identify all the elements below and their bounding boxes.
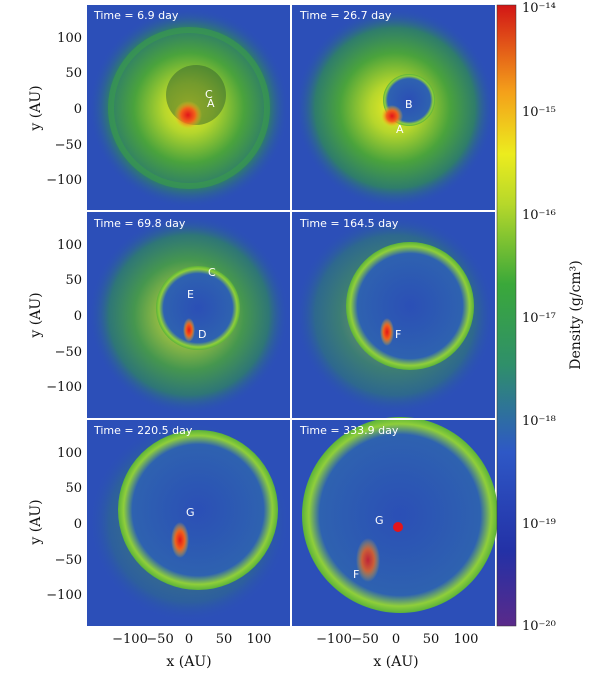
colorbar-tick: 10⁻¹⁹	[522, 517, 556, 532]
x-tick: −100	[112, 632, 148, 647]
x-tick: −50	[146, 632, 173, 647]
y-axis-title: y (AU)	[28, 85, 44, 131]
y-axis-title: y (AU)	[28, 292, 44, 338]
y-tick: 50	[65, 481, 82, 496]
marker-b: B	[405, 98, 413, 111]
colorbar-tick: 10⁻¹⁶	[522, 208, 556, 223]
time-label: Time = 220.5 day	[93, 424, 193, 437]
x-tick: 50	[216, 632, 233, 647]
y-tick: 100	[57, 238, 82, 253]
y-tick: −100	[46, 173, 82, 188]
x-tick: −50	[351, 632, 378, 647]
marker-c: C	[205, 88, 213, 101]
colorbar-tick: 10⁻²⁰	[522, 619, 556, 634]
y-tick: 100	[57, 31, 82, 46]
y-tick: 50	[65, 66, 82, 81]
time-label: Time = 333.9 day	[299, 424, 399, 437]
colorbar-tick: 10⁻¹⁸	[522, 414, 556, 429]
marker-d: D	[198, 328, 206, 341]
y-tick: 0	[74, 102, 82, 117]
y-tick: −100	[46, 380, 82, 395]
colorbar-title: Density (g/cm³)	[568, 260, 584, 370]
x-tick: 0	[185, 632, 193, 647]
panel-164-5-day: Time = 164.5 day F	[292, 212, 495, 418]
marker-f: F	[395, 328, 401, 341]
panel-333-9-day: Time = 333.9 day G F	[292, 417, 498, 626]
x-tick: 100	[454, 632, 479, 647]
marker-f: F	[353, 568, 359, 581]
x-tick: 50	[423, 632, 440, 647]
marker-a: A	[396, 123, 404, 136]
y-axis-panel-1: 100 50 0 −50 −100	[46, 31, 82, 188]
marker-e: E	[187, 288, 194, 301]
y-axis-panel-5: 100 50 0 −50 −100	[46, 446, 82, 603]
colorbar-tick: 10⁻¹⁵	[522, 105, 556, 120]
y-tick: −100	[46, 588, 82, 603]
x-axis-title: x (AU)	[166, 654, 211, 670]
y-tick: 0	[74, 309, 82, 324]
y-tick: 50	[65, 273, 82, 288]
x-tick: 0	[392, 632, 400, 647]
y-tick: 0	[74, 517, 82, 532]
y-tick: −50	[55, 345, 82, 360]
y-axis-panel-3: 100 50 0 −50 −100	[46, 238, 82, 395]
panel-69-8-day: Time = 69.8 day C E D	[87, 212, 290, 418]
x-axis-title: x (AU)	[373, 654, 418, 670]
density-colorbar: 10⁻¹⁴ 10⁻¹⁵ 10⁻¹⁶ 10⁻¹⁷ 10⁻¹⁸ 10⁻¹⁹ 10⁻²…	[496, 1, 584, 634]
marker-g: G	[186, 506, 195, 519]
colorbar-tick: 10⁻¹⁴	[522, 1, 556, 16]
marker-a: A	[207, 97, 215, 110]
marker-c: C	[208, 266, 216, 279]
time-label: Time = 164.5 day	[299, 217, 399, 230]
colorbar-tick: 10⁻¹⁷	[522, 311, 556, 326]
time-label: Time = 69.8 day	[93, 217, 186, 230]
y-axis-title: y (AU)	[28, 499, 44, 545]
time-label: Time = 6.9 day	[93, 9, 179, 22]
panel-6-9-day: Time = 6.9 day C A	[87, 5, 290, 210]
y-tick: −50	[55, 553, 82, 568]
y-tick: 100	[57, 446, 82, 461]
panel-26-7-day: Time = 26.7 day B A	[292, 5, 495, 210]
x-tick: 100	[247, 632, 272, 647]
x-axis-left: −100 −50 0 50 100 x (AU)	[112, 632, 271, 670]
panel-220-5-day: Time = 220.5 day G	[87, 420, 290, 626]
y-tick: −50	[55, 138, 82, 153]
x-axis-right: −100 −50 0 50 100 x (AU)	[316, 632, 478, 670]
time-label: Time = 26.7 day	[299, 9, 392, 22]
panel-separators	[87, 5, 495, 626]
x-tick: −100	[316, 632, 352, 647]
marker-g: G	[375, 514, 384, 527]
